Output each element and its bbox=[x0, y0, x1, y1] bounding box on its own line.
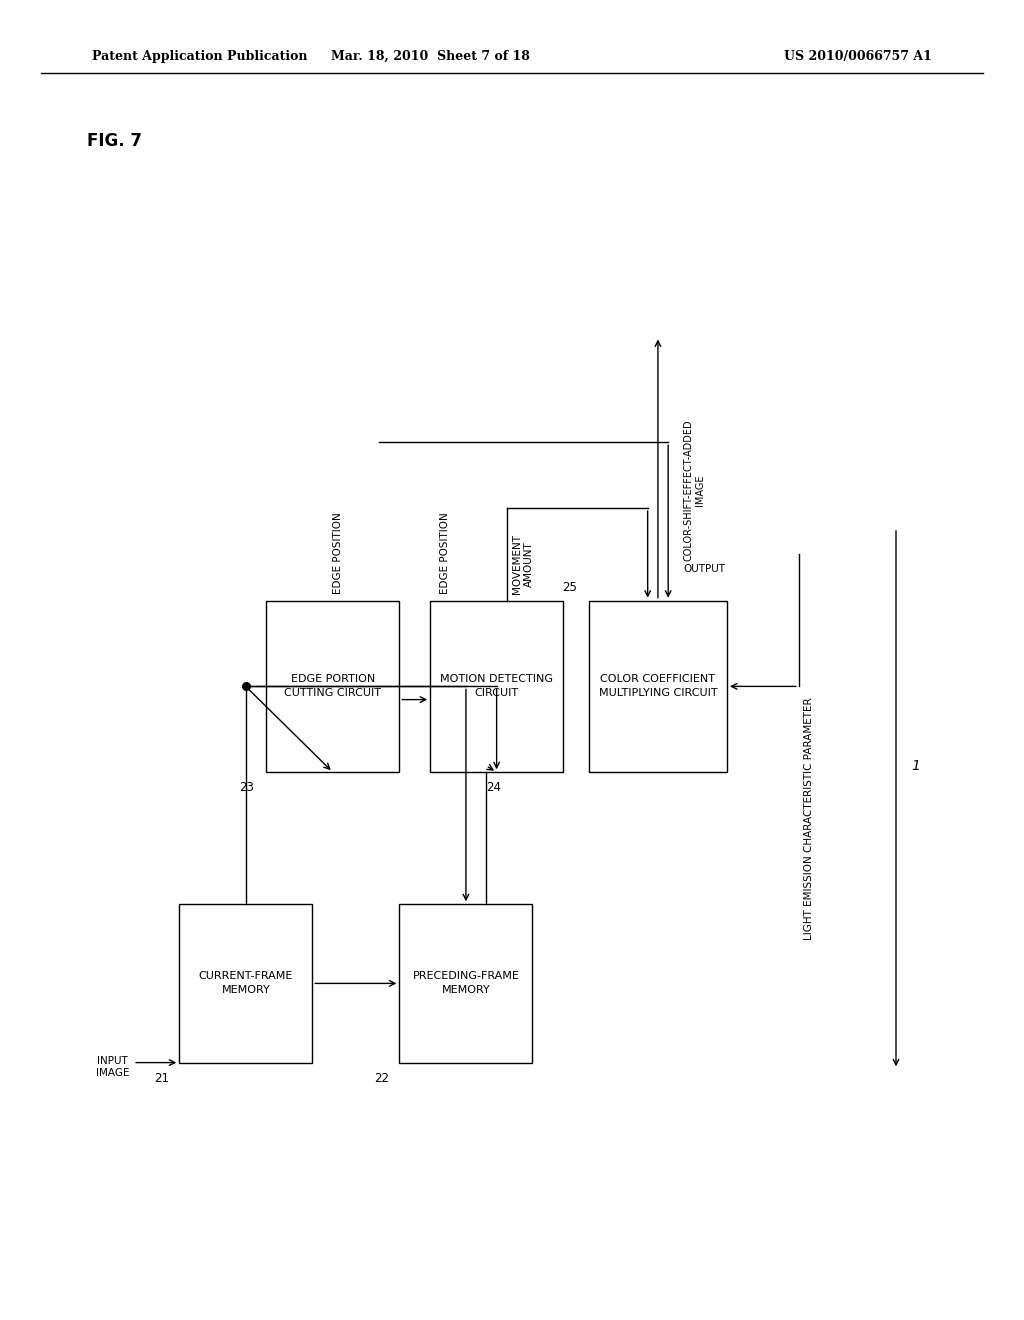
Text: INPUT
IMAGE: INPUT IMAGE bbox=[96, 1056, 129, 1077]
Text: PRECEDING-FRAME
MEMORY: PRECEDING-FRAME MEMORY bbox=[413, 972, 519, 995]
Bar bbox=[179, 904, 312, 1063]
Bar bbox=[266, 601, 399, 772]
Text: MOVEMENT
AMOUNT: MOVEMENT AMOUNT bbox=[512, 535, 534, 594]
Text: 25: 25 bbox=[561, 581, 577, 594]
Bar bbox=[430, 601, 563, 772]
Bar bbox=[399, 904, 532, 1063]
Text: 23: 23 bbox=[239, 781, 254, 795]
Text: COLOR COEFFICIENT
MULTIPLYING CIRCUIT: COLOR COEFFICIENT MULTIPLYING CIRCUIT bbox=[599, 675, 717, 698]
Text: 21: 21 bbox=[154, 1072, 169, 1085]
Text: Patent Application Publication: Patent Application Publication bbox=[92, 50, 307, 63]
Text: FIG. 7: FIG. 7 bbox=[87, 132, 142, 150]
Text: 24: 24 bbox=[486, 781, 502, 795]
Text: LIGHT EMISSION CHARACTERISTIC PARAMETER: LIGHT EMISSION CHARACTERISTIC PARAMETER bbox=[804, 697, 814, 940]
Text: US 2010/0066757 A1: US 2010/0066757 A1 bbox=[784, 50, 932, 63]
Text: CURRENT-FRAME
MEMORY: CURRENT-FRAME MEMORY bbox=[199, 972, 293, 995]
Text: 22: 22 bbox=[374, 1072, 389, 1085]
Bar bbox=[589, 601, 727, 772]
Text: EDGE POSITION: EDGE POSITION bbox=[333, 512, 343, 594]
Text: EDGE POSITION: EDGE POSITION bbox=[440, 512, 451, 594]
Text: OUTPUT: OUTPUT bbox=[684, 564, 726, 574]
Text: Mar. 18, 2010  Sheet 7 of 18: Mar. 18, 2010 Sheet 7 of 18 bbox=[331, 50, 529, 63]
Text: 1: 1 bbox=[911, 759, 921, 772]
Text: MOTION DETECTING
CIRCUIT: MOTION DETECTING CIRCUIT bbox=[440, 675, 553, 698]
Text: COLOR-SHIFT-EFFECT-ADDED
IMAGE: COLOR-SHIFT-EFFECT-ADDED IMAGE bbox=[684, 420, 706, 561]
Text: EDGE PORTION
CUTTING CIRCUIT: EDGE PORTION CUTTING CIRCUIT bbox=[285, 675, 381, 698]
